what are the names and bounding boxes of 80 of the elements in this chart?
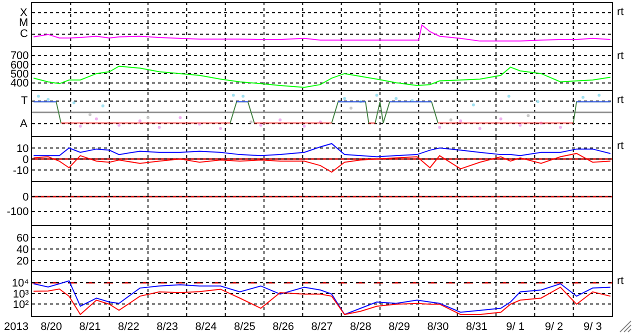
x-tick-label: 8/31 — [466, 321, 488, 334]
y-tick-label: 10⁴ — [12, 278, 30, 290]
text: M — [19, 17, 28, 29]
y-tick-label: 60 — [16, 232, 29, 244]
point — [558, 126, 562, 129]
line-series — [33, 66, 611, 88]
point — [375, 94, 378, 97]
y-tick-label: 0 — [22, 154, 29, 166]
y-tick-label: 400 — [10, 78, 29, 90]
y-tick-label: 20 — [16, 255, 29, 268]
point — [46, 98, 50, 102]
point — [94, 117, 98, 120]
point — [459, 119, 462, 122]
point — [138, 119, 142, 122]
point — [146, 116, 150, 120]
point — [178, 116, 182, 120]
point — [101, 104, 104, 108]
text: T — [21, 95, 28, 107]
text: rt — [617, 50, 624, 62]
x-tick-label: 8/26 — [272, 321, 294, 334]
point — [472, 103, 475, 106]
x-tick-label: 9/ 1 — [506, 321, 525, 334]
text: X — [20, 7, 28, 19]
x-tick-label: 8/22 — [118, 321, 140, 334]
x-tick-label: 9/ 3 — [583, 321, 602, 334]
y-tick-label: -10 — [12, 164, 29, 177]
point — [507, 94, 510, 98]
point — [449, 118, 452, 122]
x-tick-label: 8/23 — [156, 321, 178, 334]
x-tick-label: 8/20 — [40, 321, 62, 334]
point — [438, 126, 442, 129]
point — [582, 96, 584, 99]
point — [350, 106, 352, 110]
point — [518, 124, 522, 127]
line-series — [33, 286, 611, 316]
x-tick-label: 8/24 — [195, 321, 217, 334]
y-tick-label: 500 — [10, 68, 29, 80]
point — [302, 124, 306, 128]
text: rt — [617, 275, 624, 287]
x-tick-label: 8/30 — [427, 321, 449, 334]
point — [158, 126, 161, 129]
point — [232, 94, 235, 97]
y-tick-label: 10² — [12, 299, 30, 312]
point — [394, 97, 398, 100]
point — [72, 101, 76, 104]
point — [478, 126, 482, 130]
x-tick-label: 8/25 — [234, 321, 256, 334]
y-tick-label: 10 — [16, 142, 29, 155]
point — [219, 126, 222, 130]
point — [598, 94, 601, 97]
text: A — [20, 118, 28, 130]
line-series — [33, 143, 611, 158]
y-tick-label: -100 — [6, 206, 29, 218]
point — [88, 113, 92, 116]
point — [259, 124, 262, 127]
point — [78, 124, 82, 128]
point — [343, 97, 346, 100]
y-tick-label: 40 — [16, 244, 29, 256]
x-tick-label: 8/27 — [311, 321, 333, 334]
x-tick-label: 8/21 — [79, 321, 101, 334]
x-tick-label: 9/ 2 — [544, 321, 564, 334]
text: rt — [617, 6, 624, 18]
y-tick-label: 10³ — [12, 288, 30, 300]
line-series — [33, 152, 611, 173]
line-series — [33, 280, 611, 316]
point — [118, 124, 120, 127]
text: rt — [617, 94, 624, 106]
text: rt — [617, 140, 624, 152]
x-tick-label: 8/28 — [350, 321, 372, 334]
point — [526, 114, 530, 118]
y-tick-label: 0 — [22, 192, 29, 204]
x-tick-label: 8/29 — [388, 321, 410, 334]
point — [499, 117, 502, 120]
text: C — [20, 28, 28, 40]
point — [36, 94, 40, 98]
point — [250, 120, 253, 124]
x-axis-title: 2013 — [4, 321, 28, 333]
point — [536, 100, 540, 104]
point — [278, 118, 282, 122]
point — [242, 94, 245, 98]
